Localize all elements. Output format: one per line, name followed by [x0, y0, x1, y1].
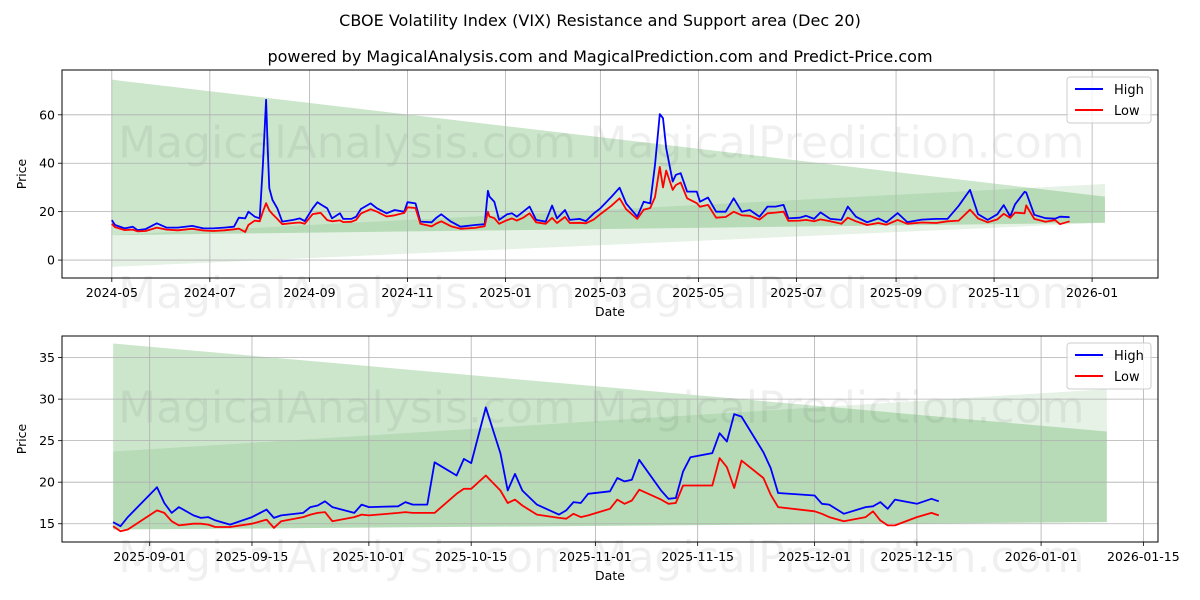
- resistance-band: [111, 79, 1105, 236]
- y-tick-label: 60: [39, 107, 55, 122]
- support-band: [113, 389, 1107, 530]
- chart-title: CBOE Volatility Index (VIX) Resistance a…: [339, 11, 861, 30]
- x-axis-label: Date: [595, 304, 625, 319]
- x-axis-label: Date: [595, 568, 625, 583]
- resistance-band: [113, 343, 1107, 530]
- x-tick-label: 2024-09: [283, 285, 335, 300]
- bottom-chart-axes: MagicalAnalysis.com MagicalPrediction.com…: [14, 335, 1180, 583]
- x-tick-label: 2026-01-01: [1005, 549, 1078, 564]
- y-tick-label: 25: [39, 433, 55, 448]
- watermark-magicalprediction: MagicalPrediction.com: [590, 383, 1085, 434]
- axes-frame: [61, 335, 1159, 543]
- x-tick-label: 2025-10-15: [435, 549, 508, 564]
- y-axis-label: Price: [14, 158, 29, 189]
- x-tick-label: 2025-09-15: [216, 549, 289, 564]
- y-tick-label: 20: [39, 204, 55, 219]
- x-tick-label: 2025-10-01: [333, 549, 406, 564]
- axes-frame: [61, 69, 1159, 279]
- x-tick-label: 2024-11: [381, 285, 433, 300]
- x-tick-label: 2024-05: [86, 285, 138, 300]
- low-series-line: [111, 165, 1070, 233]
- watermark-magicalprediction: MagicalPrediction.com: [590, 117, 1085, 168]
- x-tick-label: 2025-11: [968, 285, 1020, 300]
- x-tick-label: 2025-09: [870, 285, 922, 300]
- y-tick-label: 15: [39, 516, 55, 531]
- x-tick-label: 2025-12-01: [778, 549, 851, 564]
- x-tick-label: 2025-03: [574, 285, 626, 300]
- x-tick-label: 2025-11-15: [661, 549, 734, 564]
- y-axis-label: Price: [14, 423, 29, 454]
- chart-subtitle: powered by MagicalAnalysis.com and Magic…: [267, 47, 932, 66]
- x-tick-label: 2025-12-15: [881, 549, 954, 564]
- y-tick-label: 30: [39, 392, 55, 407]
- watermark-magicalanalysis: MagicalAnalysis.com: [118, 268, 576, 319]
- low-legend-label: Low: [1114, 370, 1140, 385]
- high-series-line: [111, 98, 1070, 232]
- y-tick-label: 20: [39, 475, 55, 490]
- watermark-magicalanalysis: MagicalAnalysis.com: [118, 383, 576, 434]
- x-tick-label: 2024-07: [184, 285, 236, 300]
- x-tick-label: 2025-11-01: [559, 549, 632, 564]
- watermark-magicalanalysis: MagicalAnalysis.com: [118, 532, 576, 583]
- x-tick-label: 2025-09-01: [113, 549, 186, 564]
- x-tick-label: 2025-07: [770, 285, 822, 300]
- top-chart-axes: MagicalAnalysis.com MagicalPrediction.com…: [14, 69, 1159, 319]
- y-tick-label: 35: [39, 350, 55, 365]
- x-tick-label: 2025-01: [479, 285, 531, 300]
- watermark-magicalprediction: MagicalPrediction.com: [590, 532, 1085, 583]
- low-legend-label: Low: [1114, 104, 1140, 119]
- support-band: [111, 184, 1105, 267]
- watermark-magicalprediction: MagicalPrediction.com: [590, 268, 1085, 319]
- high-legend-label: High: [1114, 349, 1144, 364]
- low-series-line: [112, 457, 940, 533]
- high-legend-label: High: [1114, 83, 1144, 98]
- legend: High Low: [1066, 342, 1152, 390]
- high-series-line: [112, 406, 940, 528]
- y-tick-label: 0: [47, 253, 55, 268]
- x-tick-label: 2026-01-15: [1107, 549, 1180, 564]
- legend: High Low: [1066, 76, 1152, 124]
- y-tick-label: 40: [39, 156, 55, 171]
- x-tick-label: 2025-05: [672, 285, 724, 300]
- watermark-magicalanalysis: MagicalAnalysis.com: [118, 117, 576, 168]
- x-tick-label: 2026-01: [1066, 285, 1118, 300]
